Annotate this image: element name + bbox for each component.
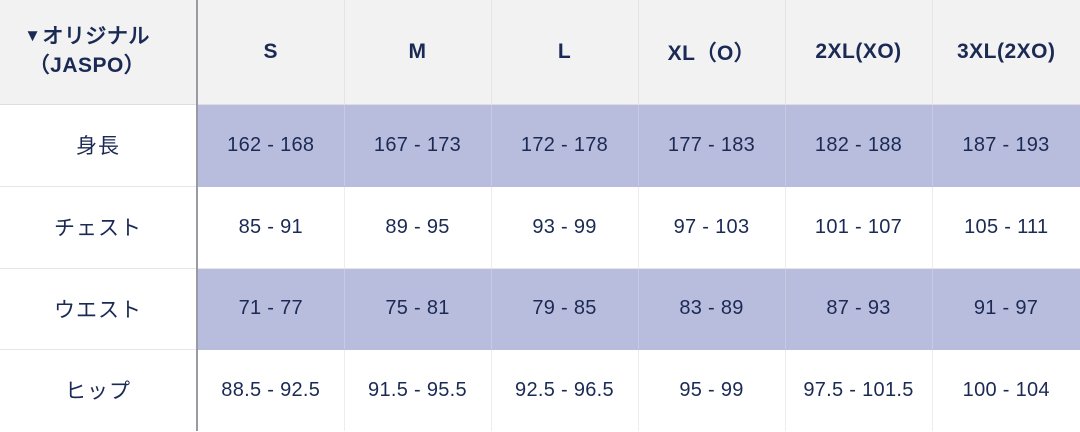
cell-waist-xl: 83 - 89 xyxy=(638,268,786,350)
cell-height-2xl: 182 - 188 xyxy=(785,104,933,187)
column-header-m: M xyxy=(344,0,492,105)
row-label-waist: ウエスト xyxy=(0,268,198,350)
cell-height-l: 172 - 178 xyxy=(491,104,639,187)
cell-chest-s: 85 - 91 xyxy=(197,186,345,269)
cell-height-3xl: 187 - 193 xyxy=(932,104,1080,187)
column-header-2xl: 2XL(XO) xyxy=(785,0,933,105)
table-row: チェスト 85 - 91 89 - 95 93 - 99 97 - 103 10… xyxy=(0,186,1080,269)
column-header-xl: XL（O） xyxy=(638,0,786,105)
cell-waist-l: 79 - 85 xyxy=(491,268,639,350)
cell-hip-m: 91.5 - 95.5 xyxy=(344,349,492,431)
cell-hip-3xl: 100 - 104 xyxy=(932,349,1080,431)
header-row: ▼オリジナル （JASPO） S M L XL（O） 2XL(XO) 3XL(2… xyxy=(0,0,1080,105)
cell-chest-xl: 97 - 103 xyxy=(638,186,786,269)
cell-hip-l: 92.5 - 96.5 xyxy=(491,349,639,431)
table-row: ヒップ 88.5 - 92.5 91.5 - 95.5 92.5 - 96.5 … xyxy=(0,349,1080,431)
table-row: ウエスト 71 - 77 75 - 81 79 - 85 83 - 89 87 … xyxy=(0,268,1080,350)
cell-waist-m: 75 - 81 xyxy=(344,268,492,350)
cell-hip-s: 88.5 - 92.5 xyxy=(197,349,345,431)
table-corner-header: ▼オリジナル （JASPO） xyxy=(0,0,198,105)
row-label-height: 身長 xyxy=(0,104,198,187)
column-header-3xl: 3XL(2XO) xyxy=(932,0,1080,105)
cell-height-m: 167 - 173 xyxy=(344,104,492,187)
cell-hip-xl: 95 - 99 xyxy=(638,349,786,431)
row-label-hip: ヒップ xyxy=(0,349,198,431)
cell-waist-s: 71 - 77 xyxy=(197,268,345,350)
cell-chest-3xl: 105 - 111 xyxy=(932,186,1080,269)
column-header-s: S xyxy=(197,0,345,105)
triangle-down-icon: ▼ xyxy=(24,26,42,46)
cell-waist-2xl: 87 - 93 xyxy=(785,268,933,350)
corner-header-line2: （JASPO） xyxy=(28,53,146,77)
cell-waist-3xl: 91 - 97 xyxy=(932,268,1080,350)
cell-height-xl: 177 - 183 xyxy=(638,104,786,187)
corner-header-line1: オリジナル xyxy=(42,25,150,49)
cell-chest-2xl: 101 - 107 xyxy=(785,186,933,269)
cell-height-s: 162 - 168 xyxy=(197,104,345,187)
row-label-chest: チェスト xyxy=(0,186,198,269)
cell-chest-m: 89 - 95 xyxy=(344,186,492,269)
table-header: ▼オリジナル （JASPO） S M L XL（O） 2XL(XO) 3XL(2… xyxy=(0,0,1080,105)
column-header-l: L xyxy=(491,0,639,105)
cell-chest-l: 93 - 99 xyxy=(491,186,639,269)
cell-hip-2xl: 97.5 - 101.5 xyxy=(785,349,933,431)
table-body: 身長 162 - 168 167 - 173 172 - 178 177 - 1… xyxy=(0,104,1080,431)
table-row: 身長 162 - 168 167 - 173 172 - 178 177 - 1… xyxy=(0,104,1080,187)
